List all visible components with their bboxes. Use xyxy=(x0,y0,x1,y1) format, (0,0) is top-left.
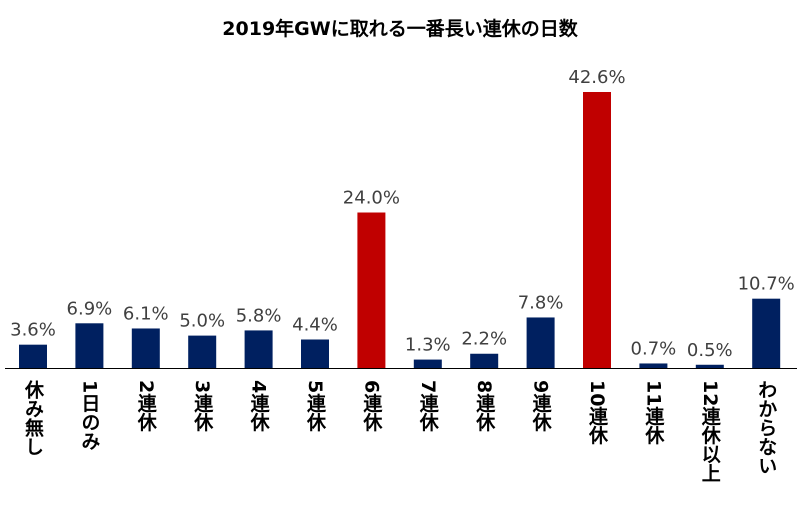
category-label: 6連休 xyxy=(360,380,383,432)
category-label: 12連休以上 xyxy=(699,380,722,482)
bar xyxy=(19,344,47,368)
data-label: 4.4% xyxy=(292,314,338,335)
bar xyxy=(526,317,555,368)
data-label: 42.6% xyxy=(568,67,625,88)
category-label: 5連休 xyxy=(304,380,327,432)
data-label: 2.2% xyxy=(461,329,507,350)
bar xyxy=(470,353,499,368)
bar xyxy=(244,330,273,368)
data-label: 0.5% xyxy=(687,340,733,361)
bar xyxy=(639,363,668,368)
category-label: 休み無し xyxy=(22,380,45,456)
category-label: わからない xyxy=(755,380,777,475)
data-label: 1.3% xyxy=(405,335,451,356)
data-label: 5.0% xyxy=(179,311,225,332)
category-label: 7連休 xyxy=(417,380,440,432)
bar xyxy=(413,359,442,368)
category-label: 4連休 xyxy=(248,380,271,432)
data-label: 0.7% xyxy=(631,338,677,359)
bar xyxy=(301,339,329,368)
bar xyxy=(357,212,386,368)
bar xyxy=(188,335,217,368)
data-label: 10.7% xyxy=(738,274,795,295)
bar xyxy=(583,92,611,368)
chart-title: 2019年GWに取れる一番長い連休の日数 xyxy=(222,18,578,40)
data-label: 6.1% xyxy=(123,303,169,324)
category-label: 10連休 xyxy=(586,380,609,445)
category-label: 8連休 xyxy=(473,380,496,432)
data-label: 3.6% xyxy=(10,320,56,341)
data-label: 5.8% xyxy=(236,305,282,326)
data-label: 24.0% xyxy=(343,188,400,209)
bar xyxy=(131,328,160,368)
bar xyxy=(752,298,781,368)
data-label: 6.9% xyxy=(67,298,113,319)
bar xyxy=(75,323,104,368)
category-label: 3連休 xyxy=(191,380,214,432)
category-label: 2連休 xyxy=(135,380,158,432)
category-label: 1日のみ xyxy=(78,380,100,450)
data-label: 7.8% xyxy=(518,292,564,313)
category-label: 9連休 xyxy=(530,380,553,432)
category-label: 11連休 xyxy=(642,380,665,445)
bar xyxy=(695,364,724,368)
